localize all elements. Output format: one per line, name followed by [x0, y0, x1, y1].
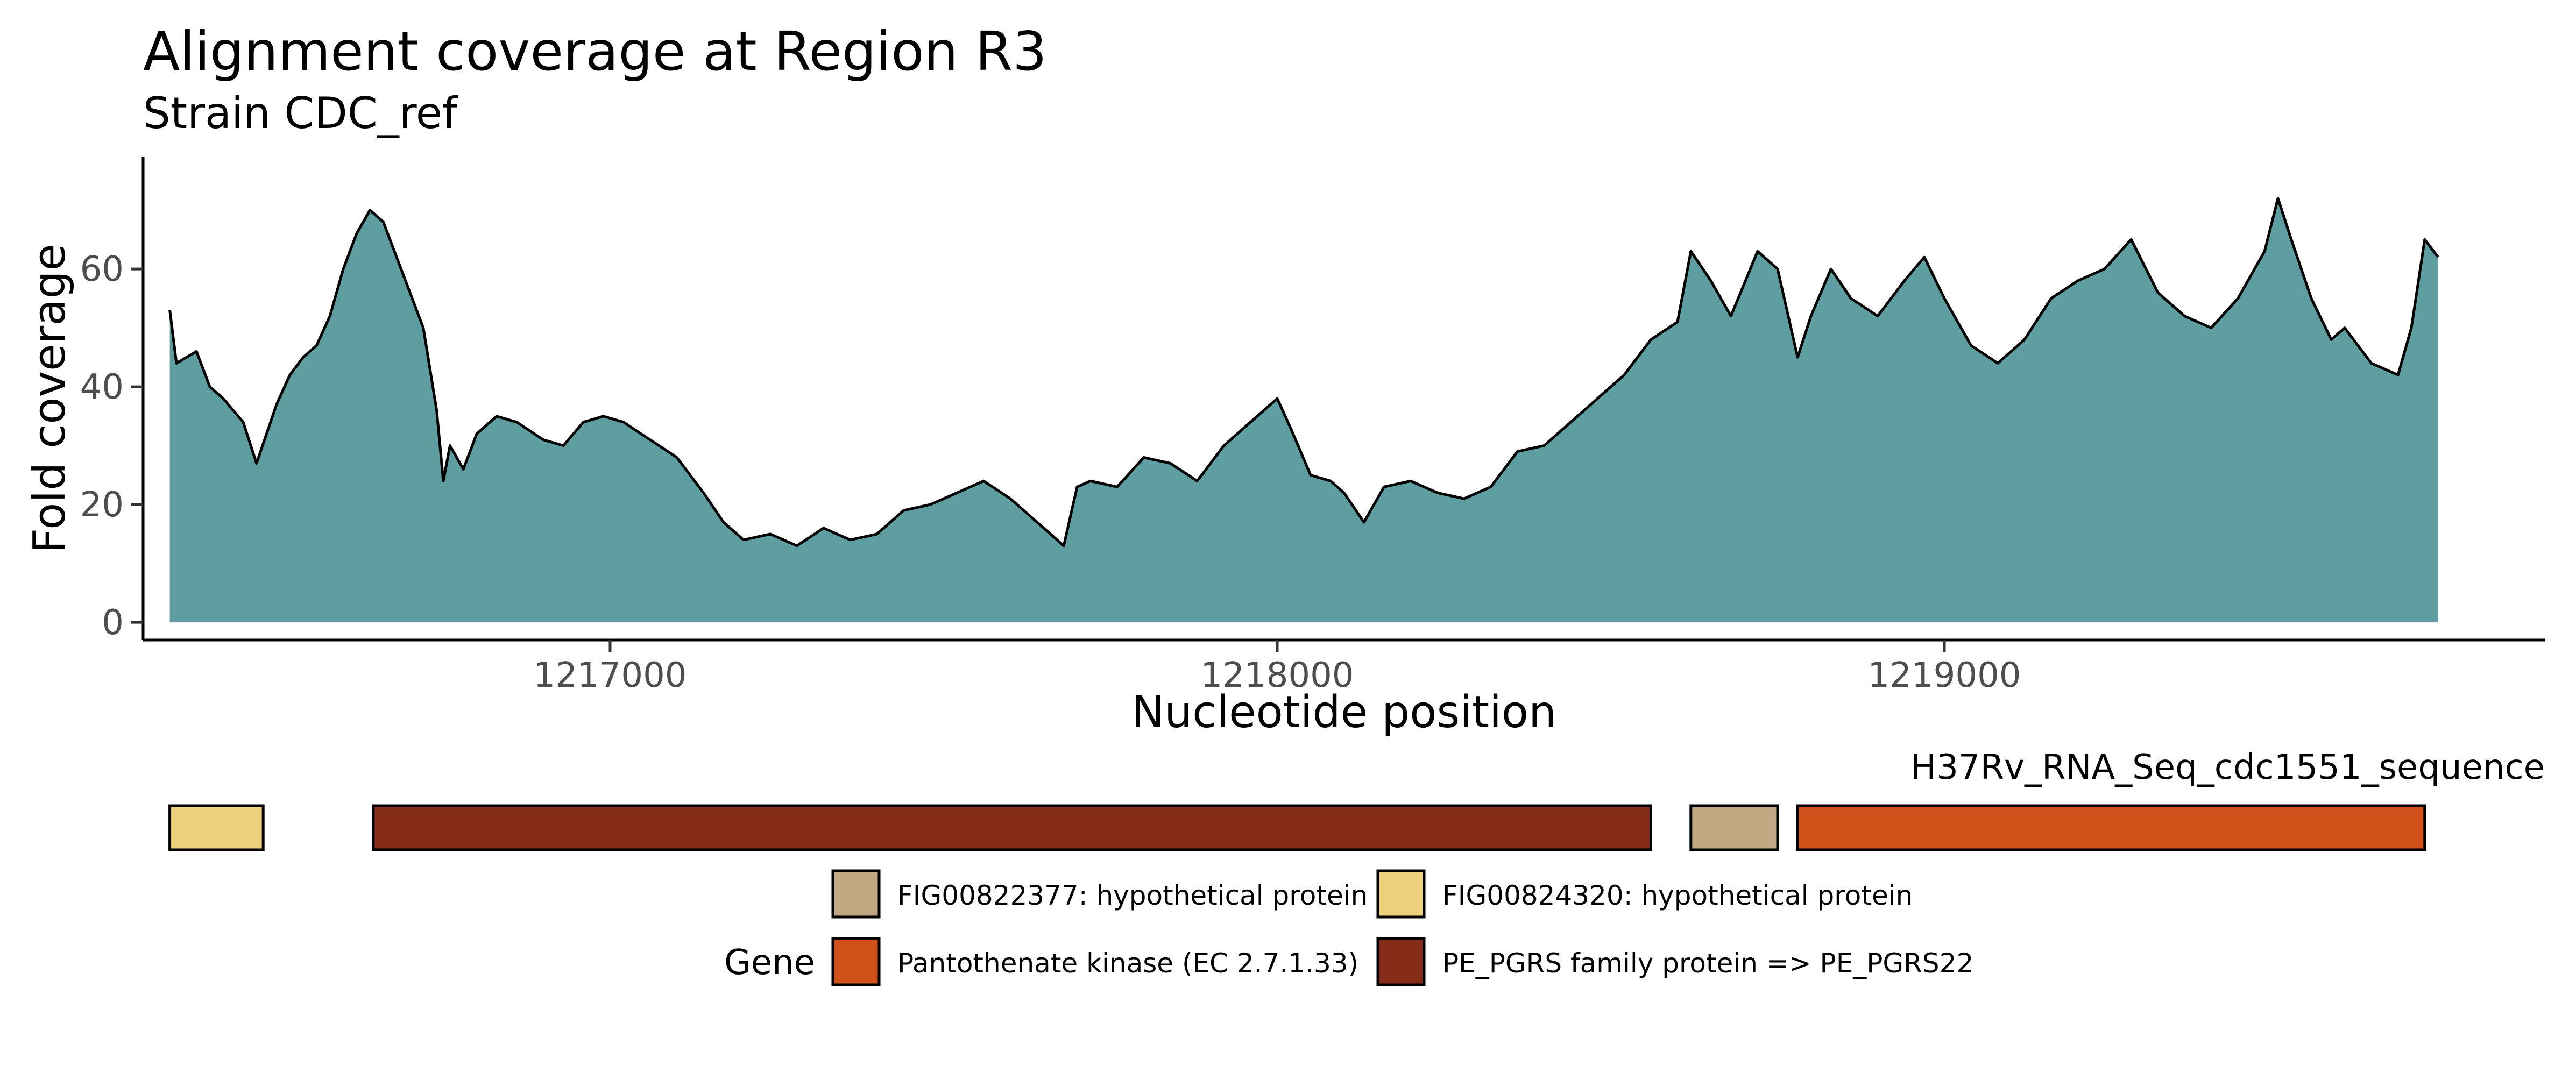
gene-arrow: [1689, 804, 1779, 851]
y-tick-label: 60: [80, 250, 124, 289]
gene-track: [168, 804, 2426, 851]
y-axis-label: Fold coverage: [24, 244, 75, 553]
coverage-line: [168, 197, 2439, 548]
legend-label: FIG00824320: hypothetical protein: [1442, 880, 1913, 911]
chart-subtitle: Strain CDC_ref: [143, 88, 458, 138]
y-axis-ticks: 0 20 40 60: [80, 250, 143, 643]
chart-title: Alignment coverage at Region R3: [143, 20, 1047, 83]
legend-title: Gene: [724, 943, 815, 983]
coverage-area: [169, 198, 2438, 623]
x-tick-label: 1217000: [533, 656, 687, 695]
legend-entry: PE_PGRS family protein => PE_PGRS22: [1376, 937, 1973, 986]
legend-entry: FIG00822377: hypothetical protein: [831, 869, 1368, 919]
legend-swatch: [1376, 869, 1426, 919]
legend-swatch: [831, 937, 881, 986]
y-tick-label: 40: [80, 367, 124, 407]
x-tick-label: 1218000: [1200, 656, 1354, 695]
y-tick-label: 20: [80, 485, 124, 525]
x-axis-ticks: 1217000 1218000 1219000: [533, 640, 2021, 695]
y-tick-label: 0: [102, 603, 124, 643]
x-tick-label: 1219000: [1867, 656, 2021, 695]
legend-entry: FIG00824320: hypothetical protein: [1376, 869, 1913, 919]
gene-arrow: [168, 804, 265, 851]
legend-label: Pantothenate kinase (EC 2.7.1.33): [897, 948, 1358, 979]
gene-legend: Gene FIG00822377: hypothetical protein FI…: [724, 869, 1973, 986]
x-axis-label: Nucleotide position: [1131, 687, 1556, 738]
gene-track-label: H37Rv_RNA_Seq_cdc1551_sequence: [1910, 748, 2545, 787]
legend-entry: Pantothenate kinase (EC 2.7.1.33): [831, 937, 1358, 986]
gene-arrow: [1796, 804, 2426, 851]
legend-swatch: [1376, 937, 1426, 986]
legend-label: FIG00822377: hypothetical protein: [897, 880, 1368, 911]
legend-swatch: [831, 869, 881, 919]
legend-label: PE_PGRS family protein => PE_PGRS22: [1442, 948, 1973, 979]
plot-area: [168, 197, 2439, 623]
gene-arrow: [372, 804, 1652, 851]
